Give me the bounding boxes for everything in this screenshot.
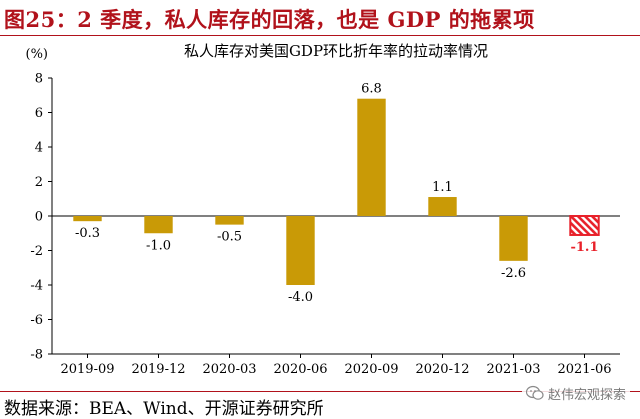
bar bbox=[144, 216, 173, 234]
x-tick-label: 2019-09 bbox=[60, 362, 114, 377]
x-tick-label: 2019-12 bbox=[131, 362, 185, 377]
y-axis-unit-label: (%) bbox=[26, 47, 49, 62]
x-tick-label: 2021-03 bbox=[486, 362, 540, 377]
figure-source: 数据来源：BEA、Wind、开源证券研究所 bbox=[4, 399, 324, 419]
y-tick-label: -8 bbox=[30, 348, 43, 363]
y-tick-label: 2 bbox=[35, 175, 43, 190]
x-tick-label: 2020-03 bbox=[202, 362, 256, 377]
data-label: -1.1 bbox=[570, 240, 598, 255]
bar bbox=[215, 216, 244, 225]
bar bbox=[73, 216, 102, 222]
bar-chart: 私人库存对美国GDP环比折年率的拉动率情况 (%) -8 -6 -4 -2 0 2 4 6 8 -0.… bbox=[26, 42, 620, 377]
bar bbox=[357, 98, 386, 216]
x-tick-label: 2020-12 bbox=[415, 362, 469, 377]
footer-divider bbox=[0, 391, 640, 392]
x-tick-label: 2020-06 bbox=[273, 362, 327, 377]
bar-highlighted bbox=[569, 215, 600, 236]
data-label: -0.3 bbox=[75, 226, 100, 241]
bar bbox=[499, 216, 528, 261]
figure-title: 图25：2 季度，私人库存的回落，也是 GDP 的拖累项 bbox=[4, 7, 535, 32]
y-tick-label: -6 bbox=[30, 313, 43, 328]
figure-header: 图25：2 季度，私人库存的回落，也是 GDP 的拖累项 bbox=[0, 0, 640, 36]
y-tick-label: 6 bbox=[35, 106, 43, 121]
wechat-icon bbox=[525, 385, 544, 400]
data-label: -1.0 bbox=[146, 238, 171, 253]
x-tick-label: 2021-06 bbox=[557, 362, 611, 377]
bar bbox=[286, 216, 315, 285]
y-tick-label: 4 bbox=[35, 141, 43, 156]
chart-title: 私人库存对美国GDP环比折年率的拉动率情况 bbox=[184, 42, 488, 60]
y-tick-label: 0 bbox=[35, 210, 43, 225]
data-label: -0.5 bbox=[217, 230, 242, 245]
y-tick-label: 8 bbox=[35, 72, 43, 87]
data-label: -2.6 bbox=[501, 266, 526, 281]
y-tick-label: -4 bbox=[30, 279, 43, 294]
data-label: 6.8 bbox=[361, 82, 382, 97]
x-tick-label: 2020-09 bbox=[344, 362, 398, 377]
watermark-text: 赵伟宏观探索 bbox=[547, 387, 626, 403]
y-tick-label: -2 bbox=[30, 244, 43, 259]
data-label: 1.1 bbox=[432, 180, 453, 195]
watermark: 赵伟宏观探索 bbox=[521, 382, 630, 404]
data-label: -4.0 bbox=[288, 290, 313, 305]
bar bbox=[428, 197, 457, 216]
